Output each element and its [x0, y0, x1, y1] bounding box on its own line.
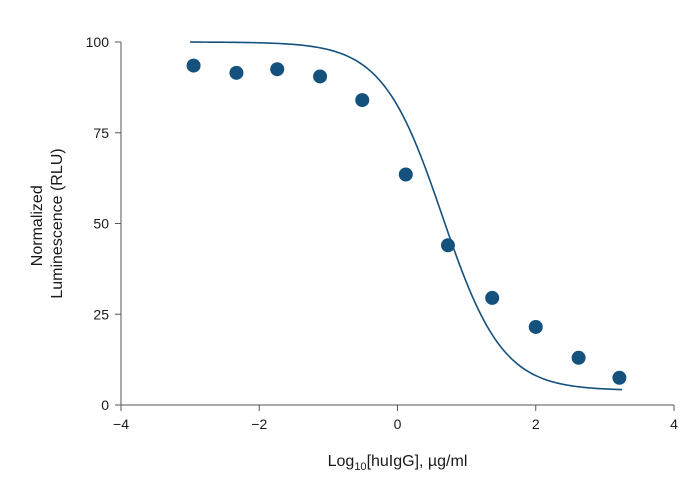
x-tick-label: −2: [251, 416, 267, 432]
data-point: [440, 238, 455, 253]
fit-curve: [190, 41, 623, 391]
axes: [120, 42, 674, 406]
data-point: [571, 350, 586, 365]
y-axis-title: Normalized Luminescence (RLU): [29, 148, 66, 298]
y-tick-label: 25: [93, 306, 109, 322]
data-point: [229, 65, 244, 80]
x-axis-ticks: −4 −2 0 2 4: [113, 405, 678, 432]
x-axis-title: Log10[huIgG], µg/ml: [328, 453, 468, 473]
y-tick-label: 50: [93, 216, 109, 232]
data-point: [485, 290, 500, 305]
data-points: [186, 58, 627, 385]
y-tick-label: 100: [86, 34, 110, 50]
x-tick-label: 0: [394, 416, 402, 432]
data-point: [355, 93, 370, 108]
data-point: [398, 167, 413, 182]
data-point: [528, 319, 543, 334]
data-point: [313, 69, 328, 84]
data-point: [186, 58, 201, 73]
x-tick-label: 2: [532, 416, 540, 432]
y-tick-label: 0: [101, 397, 109, 413]
data-point: [270, 62, 285, 77]
x-tick-label: −4: [113, 416, 129, 432]
y-tick-label: 75: [93, 125, 109, 141]
x-tick-label: 4: [670, 416, 678, 432]
y-axis-ticks: 0 25 50 75 100: [86, 34, 121, 413]
data-point: [612, 370, 627, 385]
